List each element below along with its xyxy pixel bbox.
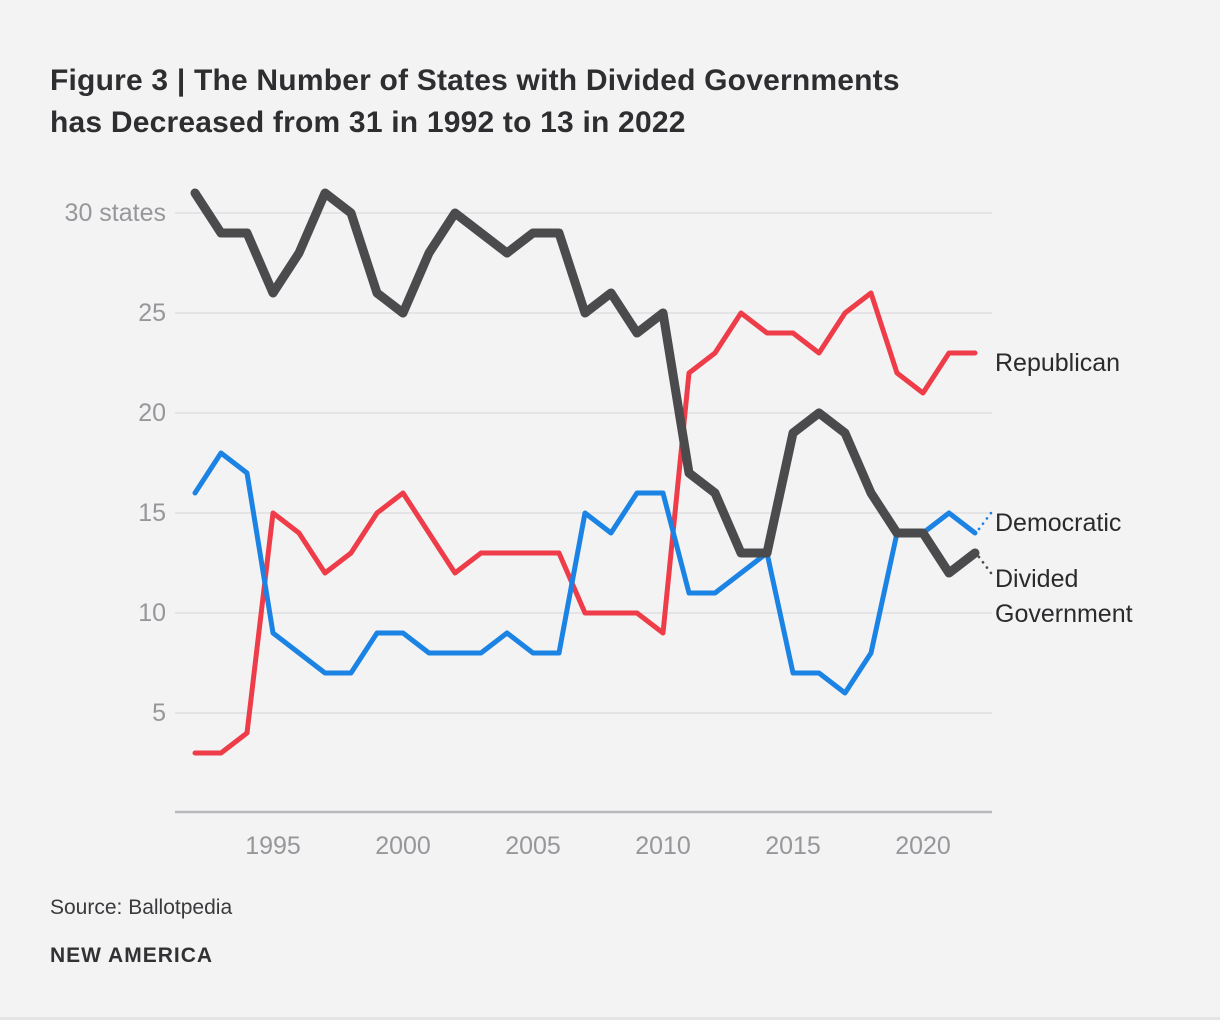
series-line-democratic xyxy=(192,450,978,696)
x-tick-label-2000: 2000 xyxy=(375,832,431,860)
series-label-democratic: Democratic xyxy=(995,509,1122,537)
series-label-republican: Republican xyxy=(995,349,1121,377)
y-tick-label-30: 30 states xyxy=(64,199,166,227)
figure-title-line1: Figure 3 | The Number of States with Div… xyxy=(50,64,900,97)
leader-line-democratic xyxy=(977,511,993,531)
y-tick-label-10: 10 xyxy=(138,599,166,627)
y-tick-label-15: 15 xyxy=(138,499,166,527)
series-line-republican xyxy=(192,290,978,756)
x-tick-label-2010: 2010 xyxy=(635,832,691,860)
x-tick-label-2015: 2015 xyxy=(765,832,821,860)
y-tick-label-25: 25 xyxy=(138,299,166,327)
series-label-divided-government: Divided Government xyxy=(995,565,1133,628)
y-tick-label-5: 5 xyxy=(152,699,166,727)
x-tick-label-2005: 2005 xyxy=(505,832,561,860)
x-tick-label-2020: 2020 xyxy=(895,832,951,860)
x-tick-label-1995: 1995 xyxy=(245,832,301,860)
brand-wordmark: NEW AMERICA xyxy=(50,944,214,967)
source-attribution: Source: Ballotpedia xyxy=(50,896,233,919)
figure-title-line2: has Decreased from 31 in 1992 to 13 in 2… xyxy=(50,106,686,139)
figure-title: Figure 3 | The Number of States with Div… xyxy=(50,60,1180,144)
series-line-divided xyxy=(190,188,980,578)
y-tick-label-20: 20 xyxy=(138,399,166,427)
leader-line-divided xyxy=(977,555,993,575)
